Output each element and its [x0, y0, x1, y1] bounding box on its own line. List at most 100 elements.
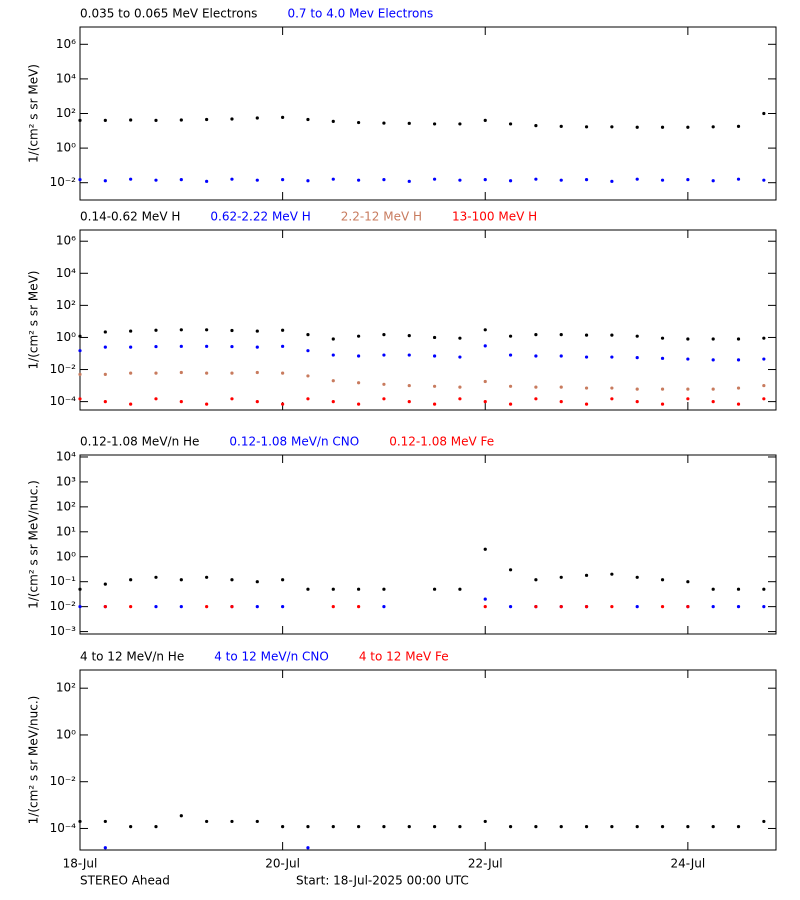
data-point — [154, 825, 158, 829]
data-point — [129, 345, 133, 349]
data-point — [559, 333, 563, 337]
data-point — [407, 825, 411, 829]
data-point — [230, 397, 234, 401]
data-point — [660, 356, 665, 360]
data-point — [103, 179, 107, 183]
data-point — [331, 337, 335, 341]
data-point — [736, 605, 741, 609]
data-point — [281, 115, 285, 119]
data-point — [686, 337, 690, 341]
legend-entry: 2.2-12 MeV H — [341, 210, 422, 224]
legend-entry: 13-100 MeV H — [452, 210, 537, 224]
data-point — [129, 402, 133, 406]
data-point — [610, 397, 614, 401]
data-point — [483, 379, 487, 384]
data-point — [483, 597, 487, 601]
data-point — [635, 125, 639, 129]
data-point — [736, 402, 741, 406]
data-point — [483, 819, 487, 824]
data-point — [762, 178, 766, 182]
y-tick-label: 10⁰ — [56, 330, 76, 344]
data-point — [534, 385, 538, 389]
data-point — [154, 397, 158, 401]
y-tick-label: 10⁻¹ — [50, 574, 77, 588]
data-point — [483, 118, 487, 122]
data-point — [357, 178, 361, 182]
data-point — [711, 337, 715, 341]
data-point — [483, 605, 487, 609]
data-point — [762, 397, 766, 401]
data-point — [686, 397, 690, 401]
data-point — [686, 178, 690, 182]
y-axis-label: 1/(cm² s sr MeV/nuc.) — [27, 480, 41, 609]
data-point — [205, 179, 209, 183]
x-tick-label: 22-Jul — [468, 857, 503, 871]
y-tick-label: 10¹ — [56, 524, 76, 538]
data-point — [382, 333, 386, 337]
data-point — [483, 328, 487, 332]
y-tick-label: 10⁶ — [56, 234, 76, 248]
data-point — [78, 118, 82, 122]
data-point — [281, 825, 285, 829]
data-point — [255, 580, 259, 584]
data-point — [508, 384, 513, 388]
data-point — [179, 605, 183, 609]
data-point — [255, 116, 259, 120]
y-tick-label: 10² — [56, 681, 76, 695]
data-point — [432, 587, 437, 591]
data-point — [534, 354, 538, 358]
data-point — [432, 122, 437, 126]
x-tick-label: 24-Jul — [670, 857, 705, 871]
data-point — [534, 397, 538, 401]
data-point — [635, 356, 639, 360]
data-point — [382, 178, 386, 182]
data-point — [635, 334, 639, 338]
data-point — [534, 605, 538, 609]
data-point — [306, 333, 310, 337]
data-point — [610, 125, 614, 129]
data-point — [205, 402, 209, 406]
data-point — [610, 825, 614, 829]
data-point — [281, 605, 285, 609]
data-point — [382, 397, 386, 401]
data-point — [762, 383, 766, 388]
data-point — [660, 402, 665, 406]
data-point — [432, 384, 437, 388]
data-point — [610, 355, 614, 359]
data-point — [255, 178, 259, 182]
data-point — [458, 355, 462, 359]
y-tick-label: 10² — [56, 106, 76, 120]
data-point — [458, 397, 462, 401]
data-point — [762, 111, 766, 116]
data-point — [432, 177, 437, 181]
data-point — [179, 118, 183, 122]
data-point — [559, 354, 563, 358]
data-point — [357, 120, 361, 125]
data-point — [407, 334, 411, 338]
legend-entry: 0.7 to 4.0 Mev Electrons — [287, 7, 433, 21]
data-point — [154, 575, 158, 579]
data-point — [179, 370, 183, 375]
data-point — [407, 400, 411, 404]
data-point — [357, 381, 361, 385]
data-point — [584, 386, 589, 390]
data-point — [736, 337, 741, 341]
data-point — [205, 605, 209, 609]
data-point — [129, 371, 133, 375]
data-point — [559, 400, 563, 404]
data-point — [230, 578, 234, 582]
data-point — [534, 825, 538, 829]
data-point — [508, 122, 513, 126]
data-point — [78, 587, 82, 591]
data-point — [129, 605, 133, 609]
data-point — [179, 578, 183, 582]
data-point — [306, 397, 310, 401]
data-point — [382, 353, 386, 357]
y-tick-label: 10⁻² — [50, 774, 77, 788]
data-point — [660, 825, 665, 829]
data-point — [154, 605, 158, 609]
data-point — [407, 353, 411, 357]
legend-entry: 4 to 12 MeV/n He — [80, 650, 184, 664]
legend-entry: 0.035 to 0.065 MeV Electrons — [80, 7, 257, 21]
data-point — [230, 177, 234, 181]
